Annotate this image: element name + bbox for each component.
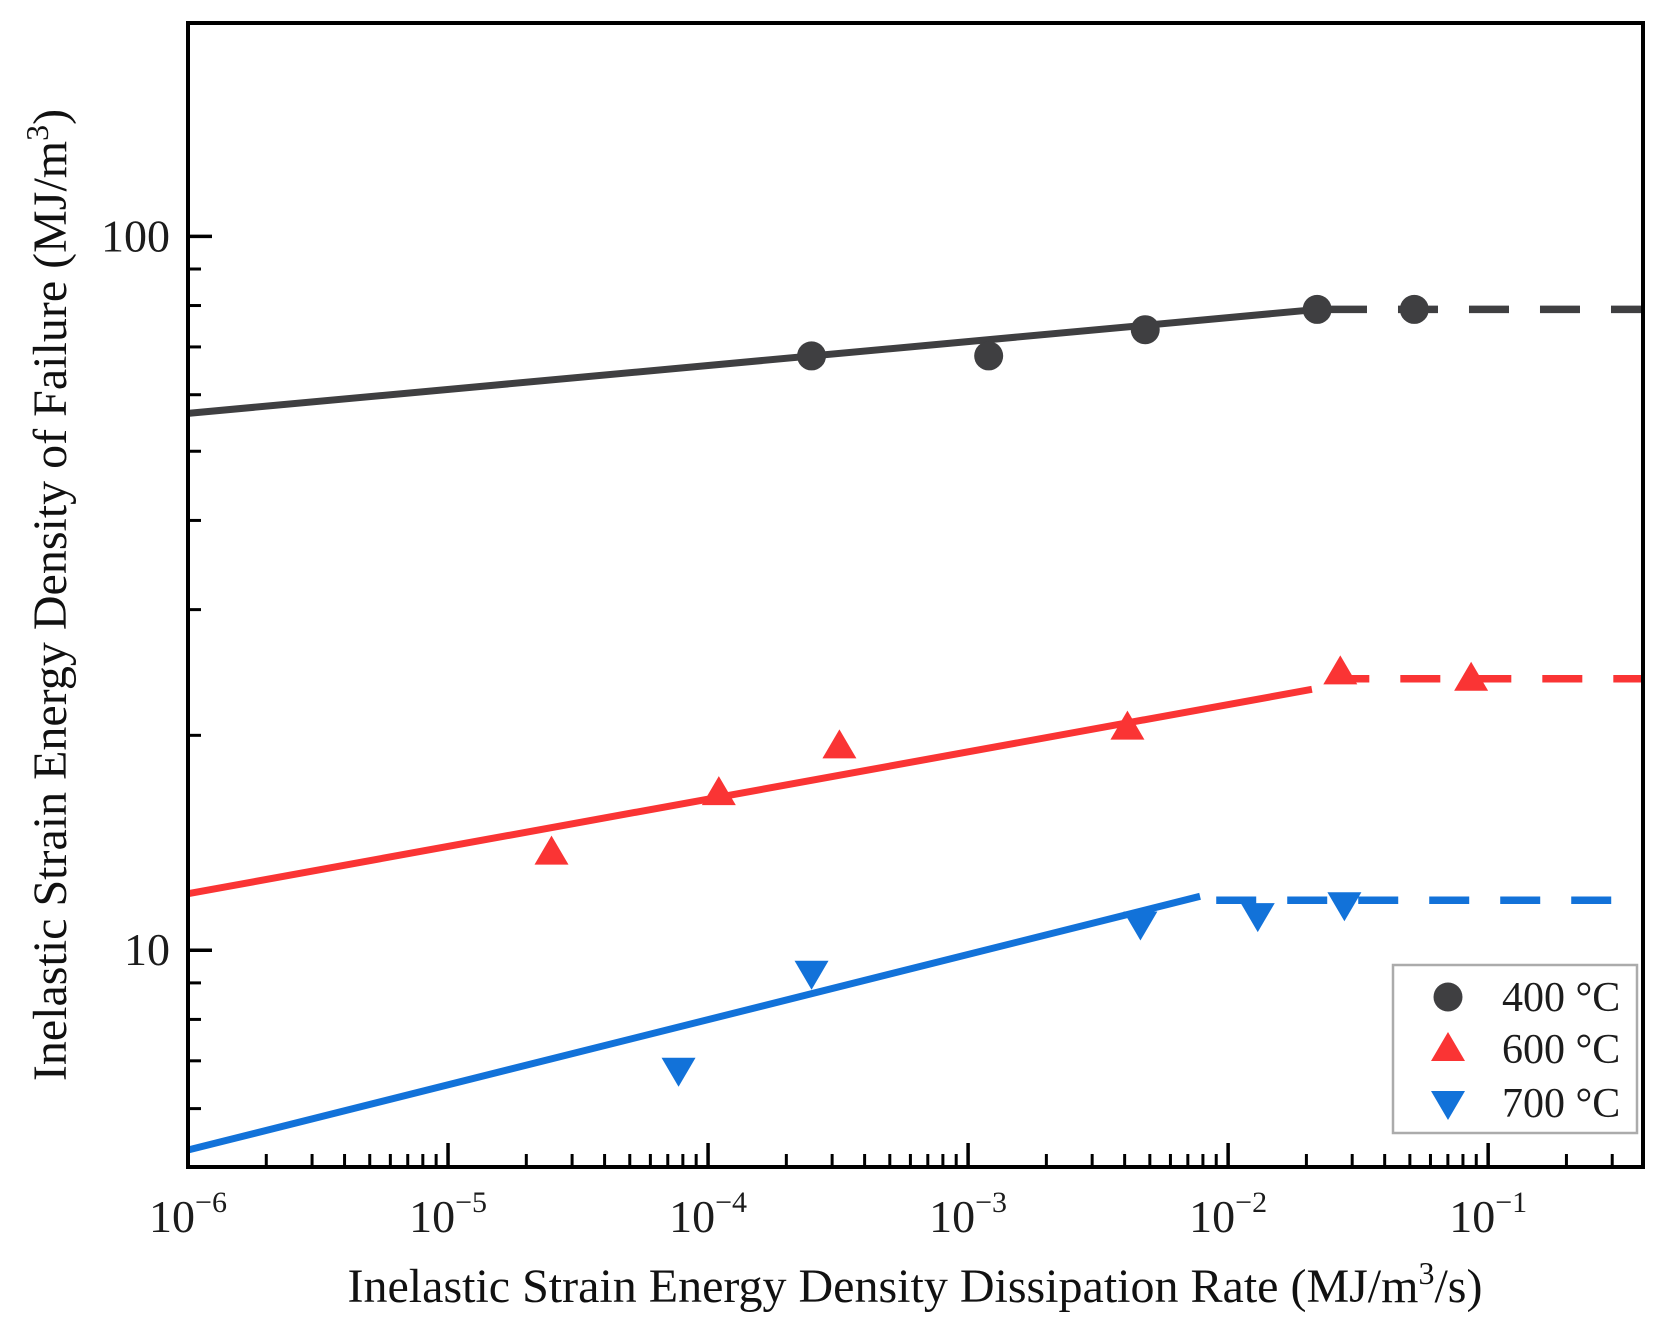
- plot-frame: [186, 21, 1645, 1169]
- data-point-600c: [1110, 710, 1145, 740]
- x-tick-label: 10−5: [409, 1186, 487, 1242]
- data-point-700c: [1123, 911, 1158, 941]
- x-tick-label: 10−3: [929, 1186, 1007, 1242]
- data-point-600c: [534, 835, 569, 865]
- data-point-400c: [1130, 315, 1160, 345]
- fit-line-600c: [187, 685, 1313, 898]
- x-axis-title-sup: 3: [1418, 1255, 1434, 1291]
- data-point-700c: [1240, 903, 1275, 933]
- legend-label: 400 °C: [1502, 975, 1620, 1021]
- y-axis-title-main: Inelastic Strain Energy Density of Failu…: [24, 141, 77, 1081]
- y-tick-label: 100: [101, 210, 170, 261]
- x-tick-exponent: −4: [715, 1186, 747, 1219]
- data-point-600c: [701, 776, 736, 806]
- fit-line-400c: [187, 305, 1318, 417]
- x-tick-exponent: −6: [195, 1186, 227, 1219]
- data-point-600c: [1323, 655, 1358, 685]
- x-tick-label: 10−1: [1449, 1186, 1527, 1242]
- x-tick-base: 10: [149, 1191, 195, 1242]
- y-axis-title-sup: 3: [19, 125, 55, 141]
- x-axis-title-tail: /s): [1434, 1260, 1482, 1313]
- x-tick-base: 10: [1189, 1191, 1235, 1242]
- data-point-600c: [1454, 661, 1489, 691]
- x-axis-title-main: Inelastic Strain Energy Density Dissipat…: [348, 1260, 1419, 1313]
- data-point-400c: [1399, 294, 1429, 324]
- x-tick-exponent: −2: [1235, 1186, 1267, 1219]
- x-tick-exponent: −3: [975, 1186, 1007, 1219]
- data-point-600c: [822, 729, 857, 759]
- data-point-400c: [797, 341, 827, 371]
- data-point-400c: [974, 341, 1004, 371]
- x-axis-title: Inelastic Strain Energy Density Dissipat…: [348, 1255, 1483, 1313]
- legend-marker-triangle-up: [1431, 1032, 1465, 1061]
- x-tick-exponent: −5: [455, 1186, 487, 1219]
- legend-box: [1391, 963, 1639, 1135]
- data-point-700c: [794, 960, 829, 990]
- x-tick-base: 10: [929, 1191, 975, 1242]
- legend-label: 600 °C: [1502, 1027, 1620, 1073]
- x-tick-label: 10−2: [1189, 1186, 1267, 1242]
- x-tick-label: 10−6: [149, 1186, 227, 1242]
- x-tick-base: 10: [1449, 1191, 1495, 1242]
- x-tick-base: 10: [409, 1191, 455, 1242]
- data-point-700c: [1327, 892, 1362, 922]
- x-tick-label: 10−4: [669, 1186, 747, 1242]
- x-tick-exponent: −1: [1495, 1186, 1527, 1219]
- data-point-700c: [661, 1057, 696, 1087]
- y-axis-title: Inelastic Strain Energy Density of Failu…: [19, 109, 77, 1081]
- legend-label: 700 °C: [1502, 1081, 1620, 1127]
- y-axis-title-tail: ): [24, 109, 77, 125]
- y-tick-label: 10: [124, 924, 170, 975]
- legend-marker-circle: [1433, 982, 1463, 1012]
- data-point-400c: [1302, 294, 1332, 324]
- legend-marker-triangle-down: [1431, 1091, 1465, 1120]
- fit-line-700c: [187, 892, 1201, 1154]
- x-tick-base: 10: [669, 1191, 715, 1242]
